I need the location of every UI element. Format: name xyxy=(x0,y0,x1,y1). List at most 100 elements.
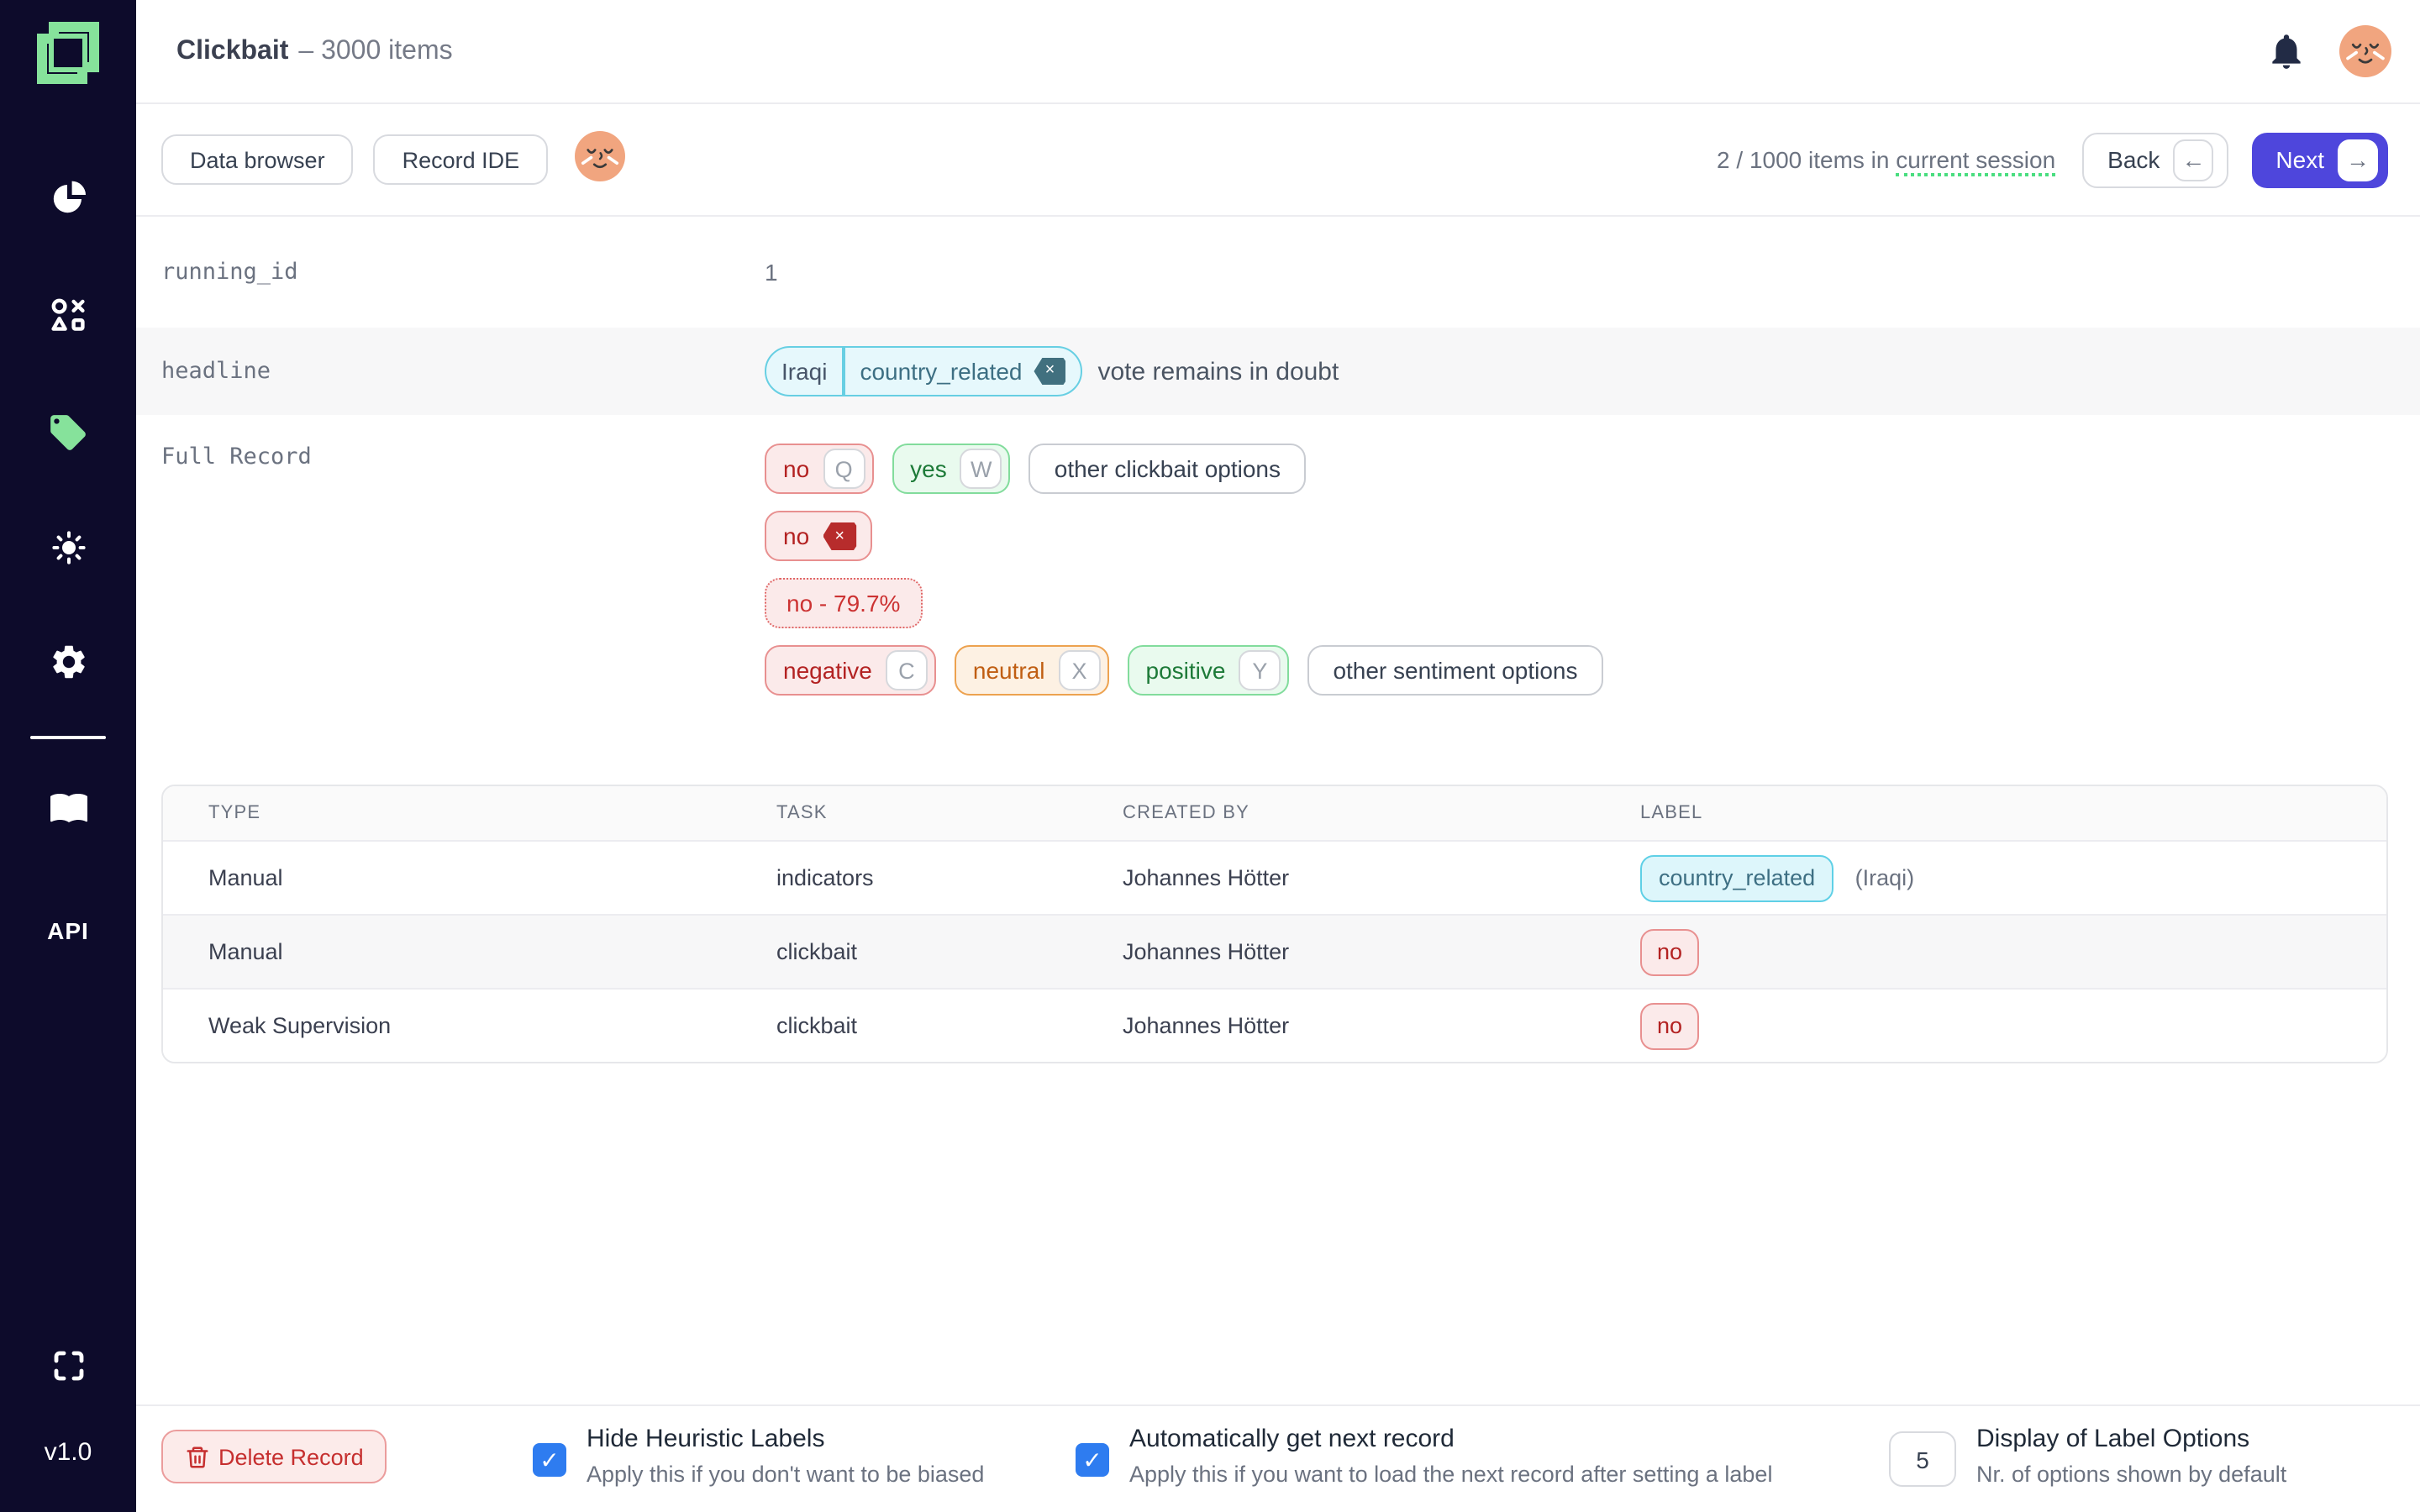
next-button-label: Next xyxy=(2275,146,2324,173)
cell-task: clickbait xyxy=(776,1013,858,1038)
sentiment-options-row: negative C neutral X positive Y other se… xyxy=(765,645,1603,696)
sidebar-item-settings[interactable] xyxy=(0,637,136,694)
delete-record-label: Delete Record xyxy=(218,1444,364,1469)
auto-next-title: Automatically get next record xyxy=(1129,1425,1455,1453)
data-browser-button[interactable]: Data browser xyxy=(161,134,354,185)
gear-icon xyxy=(48,641,88,690)
page-title-count: – 3000 items xyxy=(298,36,453,65)
token-entity-chip[interactable]: Iraqi country_related × xyxy=(765,346,1083,396)
table-row[interactable]: Manual clickbait Johannes Hötter no xyxy=(163,914,2386,988)
page-title: Clickbait xyxy=(176,36,289,65)
column-header-created-by: CREATED BY xyxy=(1123,803,1249,823)
remove-entity-icon[interactable]: × xyxy=(1034,358,1066,385)
current-session-link[interactable]: current session xyxy=(1896,146,2056,176)
applied-label-text: no xyxy=(783,522,810,549)
label-chip-no[interactable]: no xyxy=(1640,928,1700,975)
cell-type: Manual xyxy=(208,939,283,964)
label-option-text: negative xyxy=(783,657,872,684)
other-sentiment-options-button[interactable]: other sentiment options xyxy=(1307,645,1603,696)
notifications-bell-icon[interactable] xyxy=(2265,30,2307,81)
hide-heuristic-checkbox[interactable]: ✓ xyxy=(533,1443,566,1477)
label-note: (Iraqi) xyxy=(1854,865,1915,890)
sidebar-item-overview[interactable] xyxy=(0,173,136,230)
headline-text[interactable]: vote remains in doubt xyxy=(1097,357,1339,386)
labeler-avatar[interactable] xyxy=(575,130,626,189)
labels-table: TYPE TASK CREATED BY LABEL Manual indica… xyxy=(161,785,2388,1063)
sidebar-item-heuristics[interactable] xyxy=(0,522,136,580)
label-chip-no[interactable]: no xyxy=(1640,1002,1700,1049)
other-clickbait-options-button[interactable]: other clickbait options xyxy=(1028,444,1307,494)
applied-label-no[interactable]: no × xyxy=(765,511,872,561)
hotkey-q: Q xyxy=(823,449,865,489)
label-option-negative[interactable]: negative C xyxy=(765,645,936,696)
sidebar-item-data-browser[interactable] xyxy=(0,291,136,348)
hide-heuristic-subtitle: Apply this if you don't want to be biase… xyxy=(587,1462,985,1487)
field-name-headline: headline xyxy=(161,358,271,385)
record-toolbar: Data browser Record IDE 2 / 1000 items i… xyxy=(136,104,2420,217)
table-row[interactable]: Manual indicators Johannes Hötter countr… xyxy=(163,840,2386,914)
user-avatar[interactable] xyxy=(2339,25,2391,86)
field-name-full-record: Full Record xyxy=(161,444,312,470)
cell-task: indicators xyxy=(776,865,874,890)
cell-created-by: Johannes Hötter xyxy=(1123,939,1290,964)
column-header-label: LABEL xyxy=(1640,803,1703,823)
sun-idea-icon xyxy=(48,527,88,575)
table-row[interactable]: Weak Supervision clickbait Johannes Hött… xyxy=(163,988,2386,1062)
remove-label-icon[interactable]: × xyxy=(823,522,857,550)
label-chip-country-related[interactable]: country_related xyxy=(1640,854,1834,901)
next-button[interactable]: Next → xyxy=(2252,132,2388,187)
label-option-text: positive xyxy=(1145,657,1226,684)
hotkey-c: C xyxy=(885,650,928,690)
label-option-neutral[interactable]: neutral X xyxy=(954,645,1109,696)
weak-supervision-label[interactable]: no - 79.7% xyxy=(765,578,923,628)
label-options-count-input[interactable] xyxy=(1889,1431,1956,1487)
api-label: API xyxy=(47,917,89,944)
pie-chart-icon xyxy=(48,177,88,226)
label-options-subtitle: Nr. of options shown by default xyxy=(1976,1462,2287,1487)
label-option-yes[interactable]: yes W xyxy=(892,444,1011,494)
column-header-task: TASK xyxy=(776,803,828,823)
app-logo-icon[interactable] xyxy=(37,22,99,92)
field-name-running-id: running_id xyxy=(161,259,298,286)
field-value-running-id: 1 xyxy=(765,259,778,286)
trash-icon xyxy=(185,1444,210,1469)
label-option-text: yes xyxy=(910,455,947,482)
label-option-positive[interactable]: positive Y xyxy=(1127,645,1290,696)
hotkey-w: W xyxy=(960,449,1002,489)
entity-label: country_related xyxy=(860,358,1023,385)
label-option-text: neutral xyxy=(972,657,1045,684)
sidebar-divider xyxy=(30,736,106,739)
cell-task: clickbait xyxy=(776,939,858,964)
label-option-text: no xyxy=(783,455,810,482)
sidebar-item-fullscreen[interactable] xyxy=(0,1341,136,1398)
sidebar-version: v1.0 xyxy=(0,1423,136,1480)
hide-heuristic-setting: ✓ Hide Heuristic Labels Apply this if yo… xyxy=(533,1425,984,1487)
sidebar-item-api[interactable]: API xyxy=(0,902,136,959)
record-ide-button[interactable]: Record IDE xyxy=(373,134,549,185)
weak-supervision-row: no - 79.7% xyxy=(765,578,1603,628)
label-options-setting: Display of Label Options Nr. of options … xyxy=(1889,1425,2286,1487)
tag-icon xyxy=(47,412,89,462)
clickbait-options-row: no Q yes W other clickbait options xyxy=(765,444,1603,494)
main-area: Clickbait – 3000 items xyxy=(136,0,2420,1512)
label-options-title: Display of Label Options xyxy=(1976,1425,2250,1453)
field-row-running-id: running_id 1 xyxy=(136,217,2420,328)
sidebar-item-documentation[interactable] xyxy=(0,781,136,838)
auto-next-setting: ✓ Automatically get next record Apply th… xyxy=(1076,1425,1772,1487)
page-header: Clickbait – 3000 items xyxy=(136,0,2420,104)
sidebar-item-labeling-active[interactable] xyxy=(0,408,136,465)
label-option-no[interactable]: no Q xyxy=(765,444,874,494)
fullscreen-icon xyxy=(48,1345,88,1394)
cell-created-by: Johannes Hötter xyxy=(1123,1013,1290,1038)
hide-heuristic-title: Hide Heuristic Labels xyxy=(587,1425,825,1453)
delete-record-button[interactable]: Delete Record xyxy=(161,1430,387,1483)
token-text[interactable]: Iraqi xyxy=(781,358,828,385)
auto-next-checkbox[interactable]: ✓ xyxy=(1076,1443,1109,1477)
cell-type: Weak Supervision xyxy=(208,1013,392,1038)
book-icon xyxy=(48,785,88,834)
record-footer: Delete Record ✓ Hide Heuristic Labels Ap… xyxy=(136,1404,2420,1512)
column-header-type: TYPE xyxy=(208,803,261,823)
auto-next-subtitle: Apply this if you want to load the next … xyxy=(1129,1462,1773,1487)
back-button[interactable]: Back ← xyxy=(2082,132,2229,187)
